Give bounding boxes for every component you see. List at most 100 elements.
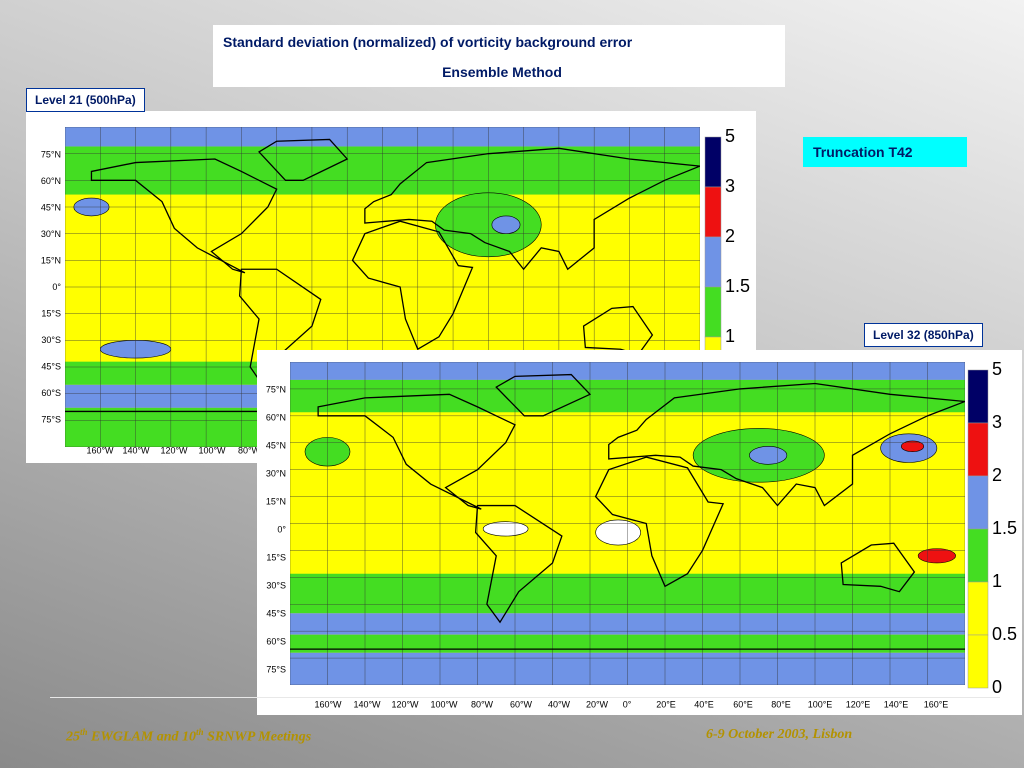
coastline (582, 305, 654, 356)
colorbar-label: 1.5 (725, 276, 750, 296)
colorbar-segment (967, 422, 989, 477)
field (482, 521, 529, 537)
lat-label: 75°S (266, 664, 286, 674)
lon-label: 120°E (846, 699, 871, 709)
coastline (495, 373, 592, 417)
lon-label: 160°W (86, 445, 114, 455)
text: EWGLAM and 10 (87, 729, 197, 745)
lat-label: 75°N (41, 149, 61, 159)
field (917, 548, 956, 564)
lon-label: 60°E (733, 699, 753, 709)
lon-label: 120°W (160, 445, 188, 455)
lat-label: 45°N (266, 440, 286, 450)
map-area (290, 362, 965, 685)
footer-date: 6-9 October 2003, Lisbon (706, 727, 853, 742)
text: th (80, 727, 88, 737)
lat-label: 75°S (41, 414, 61, 424)
colorbar-segment (704, 186, 722, 238)
lat-label: 15°S (41, 308, 61, 318)
lat-label: 30°N (41, 229, 61, 239)
lon-label: 80°W (471, 699, 494, 709)
lat-label: 45°S (266, 608, 286, 618)
lon-label: 100°W (198, 445, 226, 455)
title-box: Standard deviation (normalized) of vorti… (213, 25, 785, 87)
coastline (317, 393, 516, 510)
coastline (840, 542, 916, 593)
colorbar-label: 3 (992, 412, 1002, 432)
coastline (364, 147, 700, 271)
lon-label: 100°W (430, 699, 458, 709)
lon-label: 60°W (510, 699, 533, 709)
lat-label: 60°S (41, 388, 61, 398)
lon-label: 40°E (694, 699, 714, 709)
coastline (474, 504, 563, 624)
lat-label: 45°N (41, 202, 61, 212)
lat-label: 60°S (266, 636, 286, 646)
text: th (196, 727, 204, 737)
lat-label: 15°N (266, 496, 286, 506)
lon-label: 140°W (122, 445, 150, 455)
lon-label: 140°E (884, 699, 909, 709)
lon-label: 40°W (548, 699, 571, 709)
colorbar-label: 1 (992, 571, 1002, 591)
lon-label: 100°E (808, 699, 833, 709)
lat-label: 15°N (41, 255, 61, 265)
lat-label: 60°N (266, 412, 286, 422)
note: Truncation T42 (803, 137, 967, 167)
colorbar-label: 3 (725, 176, 735, 196)
colorbar-segment (704, 236, 722, 288)
panel-label: Level 21 (500hPa) (26, 88, 145, 112)
colorbar-segment (967, 528, 989, 583)
lat-label: 30°S (41, 335, 61, 345)
lon-label: 20°E (656, 699, 676, 709)
map-panel: 75°N 60°N 45°N 30°N 15°N 0° 15°S 30°S 45°S 60°S 75… (257, 350, 1022, 715)
lon-label: 80°W (238, 445, 261, 455)
title: Standard deviation (normalized) of vorti… (223, 34, 633, 50)
colorbar-segment (704, 286, 722, 338)
subtitle: Ensemble Method (442, 64, 562, 80)
field (749, 446, 788, 465)
coastline (90, 158, 278, 274)
lat-label: 30°S (266, 580, 286, 590)
lat-label: 0° (52, 282, 61, 292)
colorbar-label: 0.5 (992, 624, 1017, 644)
field (595, 519, 641, 546)
text: SRNWP Meetings (203, 729, 312, 745)
text: 25 (66, 729, 80, 745)
colorbar-label: 0 (992, 677, 1002, 697)
colorbar-label: 1 (725, 326, 735, 346)
colorbar-label: 2 (992, 465, 1002, 485)
colorbar-label: 5 (725, 126, 735, 146)
divider (50, 697, 1000, 698)
lat-label: 75°N (266, 384, 286, 394)
lat-label: 60°N (41, 176, 61, 186)
coastline (608, 382, 965, 507)
lon-label: 160°W (314, 699, 342, 709)
coastline (258, 138, 349, 181)
footer-meeting: 25th EWGLAM and 10th SRNWP Meetings (66, 727, 311, 746)
colorbar-label: 5 (992, 359, 1002, 379)
lat-label: 45°S (41, 361, 61, 371)
lat-label: 30°N (266, 468, 286, 478)
lon-label: 160°E (924, 699, 949, 709)
panel-label: Level 32 (850hPa) (864, 323, 983, 347)
lon-label: 80°E (771, 699, 791, 709)
lon-label: 140°W (353, 699, 381, 709)
colorbar-segment (704, 136, 722, 188)
lat-label: 0° (277, 524, 286, 534)
colorbar-segment (967, 634, 989, 689)
field (900, 440, 925, 453)
colorbar-segment (967, 475, 989, 530)
coastline (351, 220, 474, 351)
colorbar-label: 2 (725, 226, 735, 246)
colorbar-segment (967, 581, 989, 636)
colorbar-segment (967, 369, 989, 424)
lon-label: 0° (623, 699, 632, 709)
lon-label: 20°W (586, 699, 609, 709)
field (491, 215, 521, 234)
coastline (594, 456, 725, 588)
colorbar-label: 1.5 (992, 518, 1017, 538)
lat-label: 15°S (266, 552, 286, 562)
lon-label: 120°W (391, 699, 419, 709)
